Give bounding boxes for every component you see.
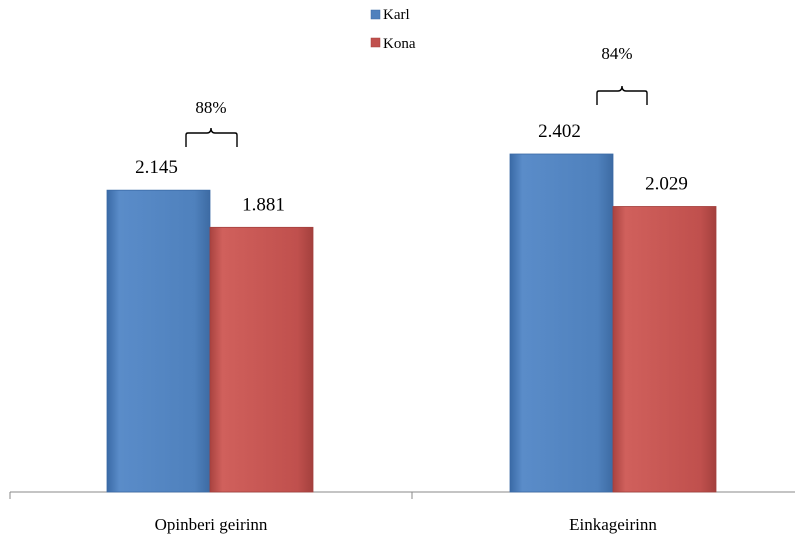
- legend-label-kona: Kona: [383, 36, 416, 52]
- annotation-einkageirinn: 84%: [601, 44, 632, 63]
- x-axis: Opinberi geirinn Einkageirinn: [9, 491, 795, 534]
- bar-kona-opinberi-geirinn: [209, 226, 314, 493]
- bar-kona-einkageirinn: [612, 206, 717, 493]
- x-tick-label-einkageirinn: Einkageirinn: [569, 515, 657, 534]
- legend-swatch-karl: [370, 9, 381, 20]
- bar-karl-opinberi-geirinn: [106, 189, 211, 493]
- bar-karl-einkageirinn: [509, 153, 614, 493]
- annotations: 88% 84%: [185, 44, 648, 147]
- annotation-opinberi-geirinn: 88%: [195, 98, 226, 117]
- data-labels: 2.145 1.881 2.402 2.029: [135, 121, 688, 215]
- x-tick-label-opinberi-geirinn: Opinberi geirinn: [155, 515, 268, 534]
- legend-swatch-kona: [370, 37, 381, 48]
- legend-label-karl: Karl: [383, 7, 410, 23]
- bracket-einkageirinn: [596, 85, 648, 105]
- data-label-kona-einkageirinn: 2.029: [645, 173, 688, 194]
- data-label-karl-opinberi-geirinn: 2.145: [135, 157, 178, 178]
- bars: [106, 153, 717, 493]
- legend: Karl Kona: [370, 7, 416, 52]
- data-label-karl-einkageirinn: 2.402: [538, 121, 581, 142]
- data-label-kona-opinberi-geirinn: 1.881: [242, 194, 285, 215]
- bracket-opinberi-geirinn: [185, 127, 238, 147]
